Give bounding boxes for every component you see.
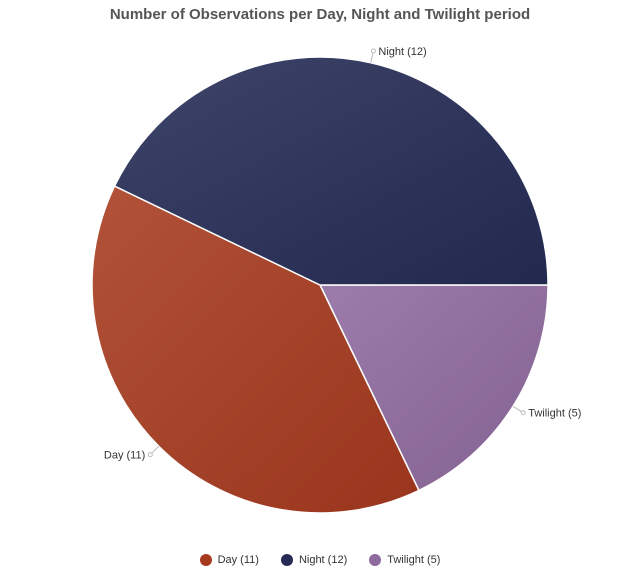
data-label-day: Day (11) bbox=[104, 450, 145, 462]
legend-marker-night bbox=[280, 554, 293, 566]
legend-marker-day bbox=[199, 554, 212, 566]
legend-item-night[interactable]: Night (12) bbox=[280, 554, 348, 566]
chart-legend: Day (11) Night (12) Twilight (5) bbox=[0, 554, 640, 566]
chart-title: Number of Observations per Day, Night an… bbox=[109, 6, 531, 23]
legend-marker-twilight bbox=[369, 554, 382, 566]
pie-slice-day[interactable] bbox=[91, 185, 420, 514]
label-dot-twilight bbox=[520, 410, 526, 416]
legend-item-twilight[interactable]: Twilight (5) bbox=[369, 554, 440, 566]
legend-label-day: Day (11) bbox=[217, 554, 259, 566]
legend-label-twilight: Twilight (5) bbox=[387, 554, 441, 566]
legend-item-day[interactable]: Day (11) bbox=[199, 554, 259, 566]
pie-slice-night[interactable] bbox=[113, 56, 549, 286]
legend-label-night: Night (12) bbox=[298, 554, 348, 566]
label-dot-day bbox=[147, 452, 153, 458]
label-dot-night bbox=[370, 48, 376, 54]
data-label-twilight: Twilight (5) bbox=[528, 408, 581, 420]
data-label-night: Night (12) bbox=[378, 46, 426, 58]
pie-slice-twilight[interactable] bbox=[318, 284, 549, 492]
